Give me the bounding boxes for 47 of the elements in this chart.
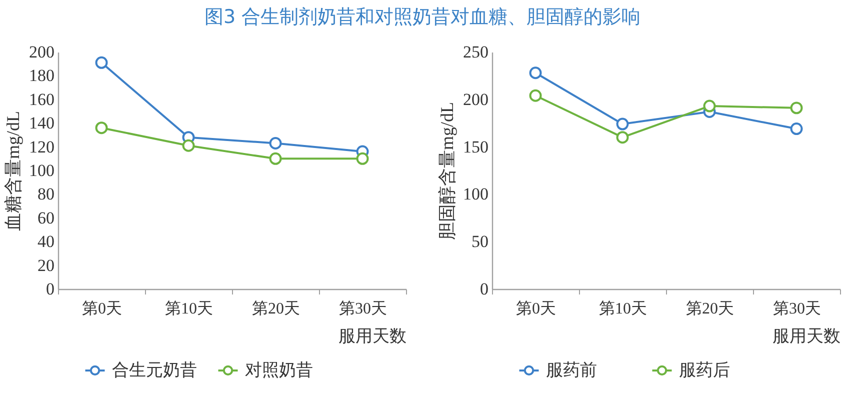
y-tick-label: 120 <box>29 137 54 156</box>
x-tick-label: 第10天 <box>599 300 647 318</box>
y-tick-label: 20 <box>38 256 54 275</box>
point <box>616 118 629 130</box>
x-tick-label: 第0天 <box>82 300 122 318</box>
point <box>95 56 108 69</box>
y-tick-label: 200 <box>463 90 488 109</box>
y-tick-label: 0 <box>46 280 54 298</box>
point <box>790 122 803 136</box>
x-tick-label: 第30天 <box>339 300 387 318</box>
point <box>95 122 108 134</box>
point <box>616 131 629 144</box>
point <box>703 100 716 112</box>
y-tick-label: 160 <box>29 90 54 109</box>
y-tick-label: 200 <box>29 42 54 62</box>
point <box>529 66 542 80</box>
y-tick-label: 80 <box>38 184 54 204</box>
legend-label: 合生元奶昔 <box>112 360 197 380</box>
y-tick-label: 140 <box>29 114 54 133</box>
point <box>356 152 369 165</box>
y-tick-label: 100 <box>463 184 488 204</box>
x-tick-label: 第0天 <box>516 300 556 318</box>
y-axis-title: 胆固醇含量mg/dL <box>437 102 457 240</box>
point <box>269 137 282 150</box>
point <box>182 139 195 152</box>
x-tick-label: 第30天 <box>773 300 821 318</box>
legend-label: 服药前 <box>546 360 597 380</box>
legend-label: 服药后 <box>679 360 730 380</box>
x-tick-label: 第20天 <box>252 300 300 318</box>
y-tick-label: 50 <box>472 232 488 252</box>
point <box>790 102 803 114</box>
x-axis-title: 服用天数 <box>772 326 840 346</box>
point <box>529 89 542 102</box>
x-tick-label: 第20天 <box>686 300 734 318</box>
y-tick-label: 0 <box>480 280 488 298</box>
y-tick-label: 180 <box>29 66 54 86</box>
y-tick-label: 250 <box>463 42 488 62</box>
y-tick-label: 40 <box>38 232 54 252</box>
legend-label: 对照奶昔 <box>245 360 313 380</box>
x-axis-title: 服用天数 <box>338 326 406 346</box>
y-axis-title: 血糖含量mg/dL <box>3 111 23 231</box>
point <box>269 152 282 165</box>
y-tick-label: 60 <box>38 208 54 228</box>
y-tick-label: 100 <box>29 161 54 180</box>
x-tick-label: 第10天 <box>165 300 213 318</box>
y-tick-label: 150 <box>463 137 488 156</box>
chart-title: 图3 合生制剂奶昔和对照奶昔对血糖、胆固醇的影响 <box>204 6 641 28</box>
